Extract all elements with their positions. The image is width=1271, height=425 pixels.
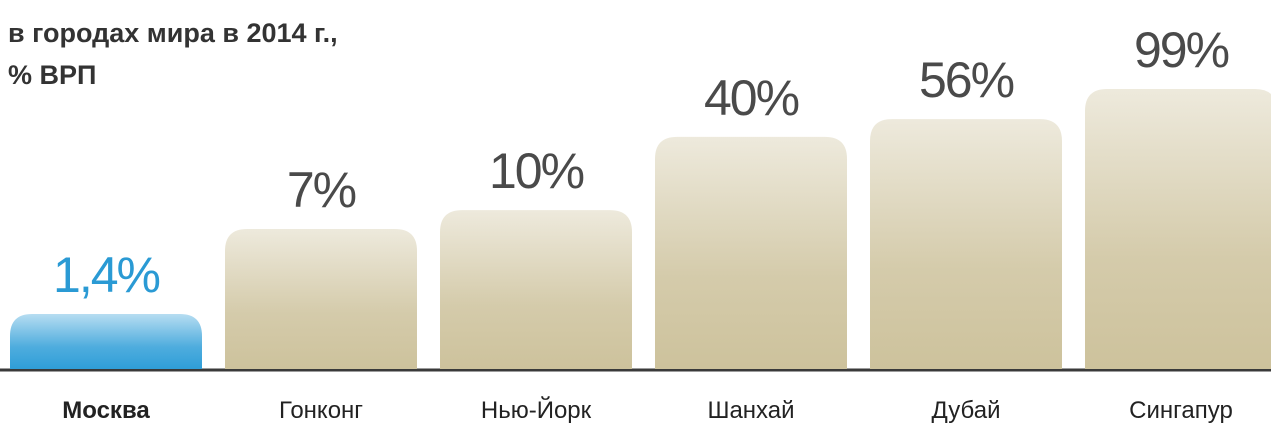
bar [870, 119, 1062, 369]
chart-title: в городах мира в 2014 г., [8, 18, 338, 48]
chart-title: % ВРП [8, 60, 96, 90]
bar [225, 229, 417, 369]
page: в городах мира в 2014 г., % ВРП 1,4% Моск… [0, 0, 1271, 425]
category-label: Гонконг [279, 397, 363, 424]
category-label: Шанхай [707, 397, 794, 424]
bar [655, 137, 847, 369]
value-label: 10% [489, 143, 584, 199]
value-label: 1,4% [53, 247, 160, 303]
category-label: Москва [62, 397, 150, 424]
bar [440, 210, 632, 369]
value-label: 56% [919, 52, 1014, 108]
bar [1085, 89, 1271, 369]
category-label: Сингапур [1129, 397, 1233, 424]
category-label: Нью-Йорк [481, 396, 592, 424]
value-label: 7% [287, 162, 356, 218]
value-label: 99% [1134, 22, 1229, 78]
chart: в городах мира в 2014 г., % ВРП 1,4% Моск… [0, 0, 1271, 425]
category-label: Дубай [932, 397, 1001, 424]
bar [10, 314, 202, 369]
value-label: 40% [704, 70, 799, 126]
